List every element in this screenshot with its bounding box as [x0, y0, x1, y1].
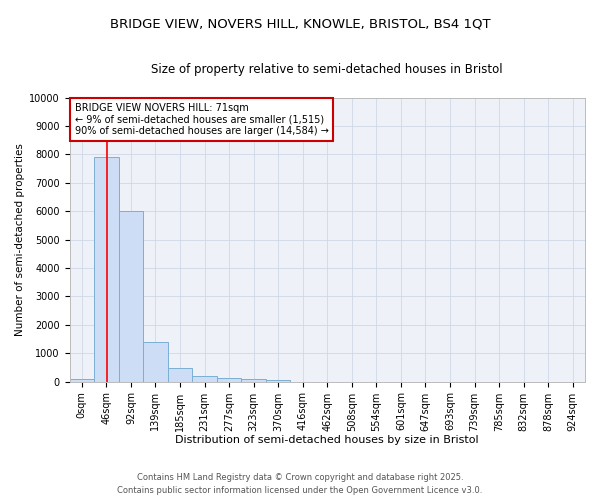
Text: BRIDGE VIEW NOVERS HILL: 71sqm
← 9% of semi-detached houses are smaller (1,515)
: BRIDGE VIEW NOVERS HILL: 71sqm ← 9% of s…: [74, 103, 329, 136]
Bar: [266, 380, 290, 382]
Text: BRIDGE VIEW, NOVERS HILL, KNOWLE, BRISTOL, BS4 1QT: BRIDGE VIEW, NOVERS HILL, KNOWLE, BRISTO…: [110, 18, 490, 30]
Bar: [143, 342, 168, 382]
Bar: [119, 211, 143, 382]
X-axis label: Distribution of semi-detached houses by size in Bristol: Distribution of semi-detached houses by …: [175, 435, 479, 445]
Bar: [168, 368, 192, 382]
Bar: [192, 376, 217, 382]
Bar: [94, 157, 119, 382]
Bar: [217, 378, 241, 382]
Y-axis label: Number of semi-detached properties: Number of semi-detached properties: [15, 143, 25, 336]
Bar: [70, 379, 94, 382]
Text: Contains HM Land Registry data © Crown copyright and database right 2025.
Contai: Contains HM Land Registry data © Crown c…: [118, 474, 482, 495]
Bar: [241, 380, 266, 382]
Title: Size of property relative to semi-detached houses in Bristol: Size of property relative to semi-detach…: [151, 62, 503, 76]
